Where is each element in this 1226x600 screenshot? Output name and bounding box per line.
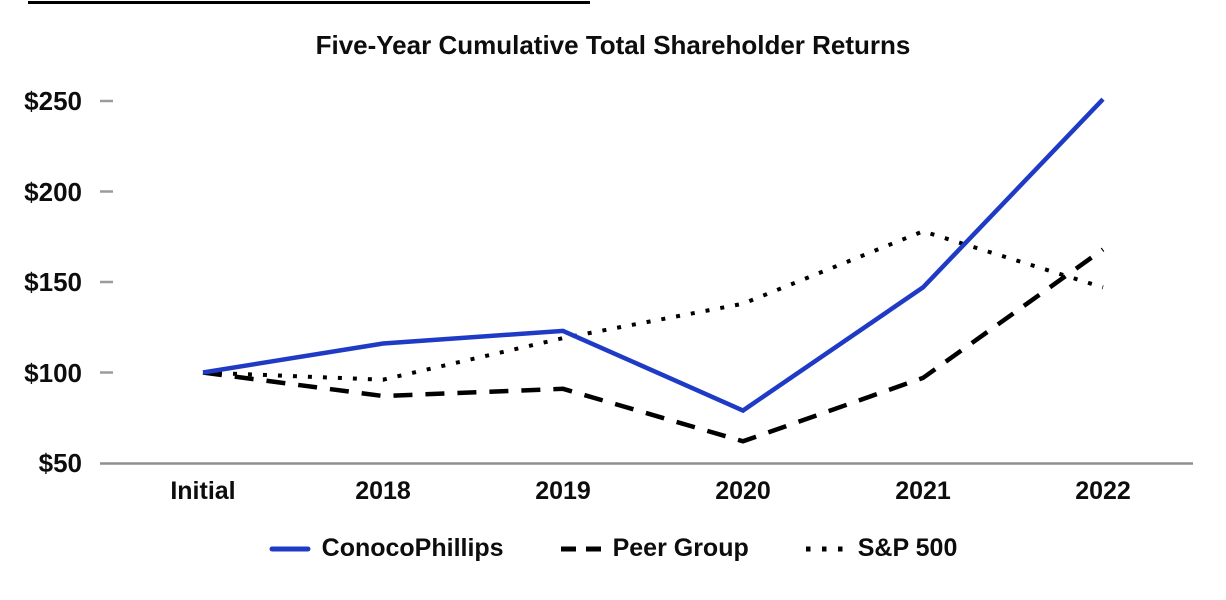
y-tick-label: $250 [24, 86, 82, 116]
series-line-conocophillips [202, 97, 1105, 414]
legend-item: ConocoPhillips [269, 534, 504, 563]
legend-label: ConocoPhillips [321, 534, 504, 562]
x-category-label: 2018 [355, 477, 411, 505]
y-tick-label: $50 [38, 448, 82, 478]
series-line-peer-group [202, 247, 1105, 444]
top-rule-line [28, 1, 590, 4]
x-category-label: 2021 [895, 477, 951, 505]
y-tick-label: $100 [24, 357, 82, 388]
x-category-label: Initial [170, 477, 236, 505]
chart-title: Five-Year Cumulative Total Shareholder R… [315, 30, 911, 60]
x-category-label: 2020 [715, 477, 771, 505]
legend-label: Peer Group [612, 534, 749, 562]
legend-label: S&P 500 [857, 534, 958, 562]
legend-swatch-solid-line-icon [269, 546, 311, 551]
series-line-s-p-500 [202, 229, 1104, 382]
legend-item: Peer Group [560, 534, 749, 563]
y-tick-label: $200 [24, 176, 82, 207]
legend-swatch-dotted-line-icon [805, 546, 846, 551]
x-category-label: 2019 [535, 477, 591, 505]
y-tick-label: $150 [24, 267, 82, 297]
chart-legend: ConocoPhillips Peer Group S&P 500 [0, 534, 1226, 563]
x-category-label: 2022 [1075, 477, 1131, 505]
legend-swatch-dashed-line-icon [560, 546, 601, 551]
legend-item: S&P 500 [805, 534, 958, 563]
